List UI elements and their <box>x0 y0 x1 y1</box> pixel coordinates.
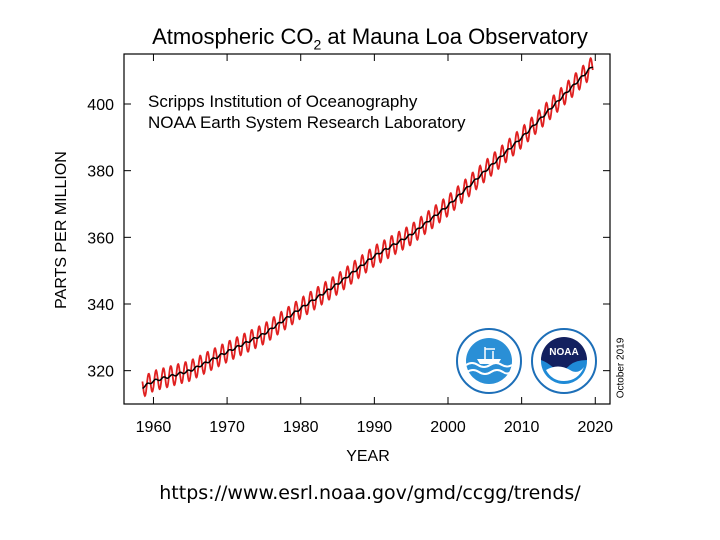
source-note-noaa: NOAA Earth System Research Laboratory <box>148 113 466 132</box>
y-tick-label: 400 <box>87 97 114 114</box>
monthly-co2-line <box>141 56 594 398</box>
series-group <box>141 56 594 398</box>
title-rest: at Mauna Loa Observatory <box>321 24 588 49</box>
x-tick-label: 2000 <box>430 419 466 436</box>
title-subscript: 2 <box>313 36 322 53</box>
y-tick-label: 360 <box>87 230 114 247</box>
x-tick-label: 1990 <box>357 419 393 436</box>
x-tick-label: 2020 <box>577 419 613 436</box>
y-tick-label: 380 <box>87 164 114 181</box>
noaa-logo: NOAA <box>531 328 597 394</box>
title-main: Atmospheric CO <box>152 24 314 49</box>
y-axis-label: PARTS PER MILLION <box>53 151 70 309</box>
chart-title: Atmospheric CO2 at Mauna Loa Observatory <box>120 24 620 52</box>
y-tick-label: 340 <box>87 297 114 314</box>
date-label: October 2019 <box>615 337 627 399</box>
source-note-scripps: Scripps Institution of Oceanography <box>148 92 418 111</box>
noaa-logo-text: NOAA <box>549 347 578 358</box>
x-tick-label: 1980 <box>283 419 319 436</box>
plot-frame <box>123 53 611 405</box>
x-tick-label: 2010 <box>504 419 540 436</box>
x-axis-label: YEAR <box>346 448 390 465</box>
y-tick-label: 320 <box>87 364 114 381</box>
axis-ticks: 1960 1970 1980 1990 2000 2010 2020 320 340 360 380… <box>87 54 613 436</box>
source-url: https://www.esrl.noaa.gov/gmd/ccgg/trend… <box>159 482 581 504</box>
x-tick-label: 1970 <box>209 419 245 436</box>
x-tick-label: 1960 <box>136 419 172 436</box>
noaa-research-logo <box>456 328 522 394</box>
trend-co2-line <box>142 66 594 390</box>
